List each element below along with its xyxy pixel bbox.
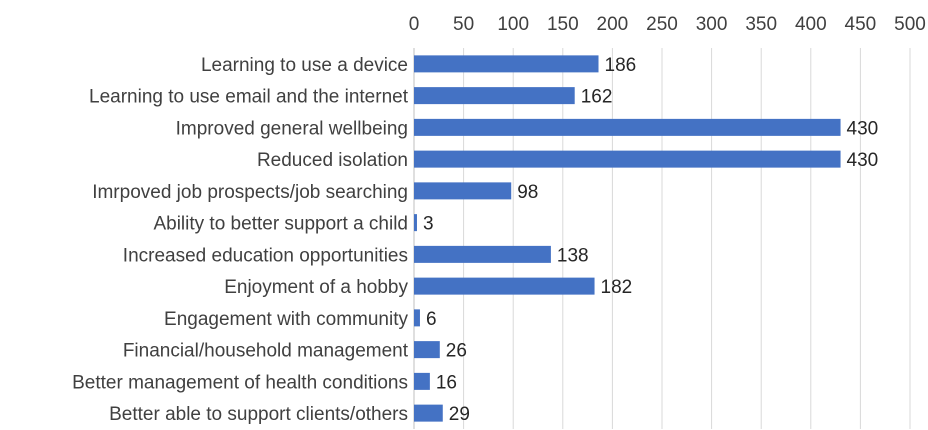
category-label: Engagement with community xyxy=(164,309,408,330)
x-tick-label: 400 xyxy=(795,14,827,35)
category-label: Ability to better support a child xyxy=(153,214,408,235)
category-label: Better management of health conditions xyxy=(72,372,408,393)
gridlines xyxy=(463,48,911,429)
bar xyxy=(414,150,841,168)
bar xyxy=(414,277,595,295)
bars xyxy=(414,55,841,422)
category-label: Financial/household management xyxy=(123,341,409,362)
data-label: 16 xyxy=(436,372,457,393)
x-tick-label: 500 xyxy=(894,14,926,35)
data-label: 26 xyxy=(446,341,467,362)
category-label: Improved general wellbeing xyxy=(176,118,408,139)
x-tick-label: 200 xyxy=(597,14,629,35)
bar xyxy=(414,309,420,327)
x-tick-label: 150 xyxy=(547,14,579,35)
data-labels: 186 162 430 430 98 3 138 182 6 26 16 29 xyxy=(423,55,878,425)
category-label: Learning to use a device xyxy=(201,55,408,76)
bar xyxy=(414,245,551,263)
bar xyxy=(414,341,440,359)
x-tick-label: 300 xyxy=(696,14,728,35)
x-tick-label: 350 xyxy=(745,14,777,35)
bar xyxy=(414,87,575,105)
x-tick-label: 100 xyxy=(497,14,529,35)
x-axis-ticks: 0 50 100 150 200 250 300 350 400 450 500 xyxy=(409,14,926,35)
data-label: 430 xyxy=(847,118,879,139)
bar xyxy=(414,55,599,73)
x-tick-label: 50 xyxy=(453,14,474,35)
data-label: 6 xyxy=(426,309,437,330)
category-label: Increased education opportunities xyxy=(123,245,408,266)
x-tick-label: 450 xyxy=(845,14,877,35)
data-label: 29 xyxy=(449,404,470,425)
data-label: 430 xyxy=(847,150,879,171)
data-label: 182 xyxy=(601,277,633,298)
bar xyxy=(414,404,443,422)
data-label: 3 xyxy=(423,214,434,235)
data-label: 186 xyxy=(605,55,637,76)
data-label: 138 xyxy=(557,245,589,266)
data-label: 162 xyxy=(581,87,613,108)
category-label: Enjoyment of a hobby xyxy=(224,277,408,298)
category-label: Imrpoved job prospects/job searching xyxy=(92,182,408,203)
x-tick-label: 0 xyxy=(409,14,420,35)
bar xyxy=(414,118,841,136)
category-label: Better able to support clients/others xyxy=(109,404,408,425)
x-tick-label: 250 xyxy=(646,14,678,35)
bar xyxy=(414,182,512,200)
bar xyxy=(414,214,417,232)
category-label: Reduced isolation xyxy=(257,150,408,171)
bar xyxy=(414,372,430,390)
category-label: Learning to use email and the internet xyxy=(89,87,409,108)
data-label: 98 xyxy=(517,182,538,203)
category-labels: Learning to use a device Learning to use … xyxy=(72,55,409,425)
